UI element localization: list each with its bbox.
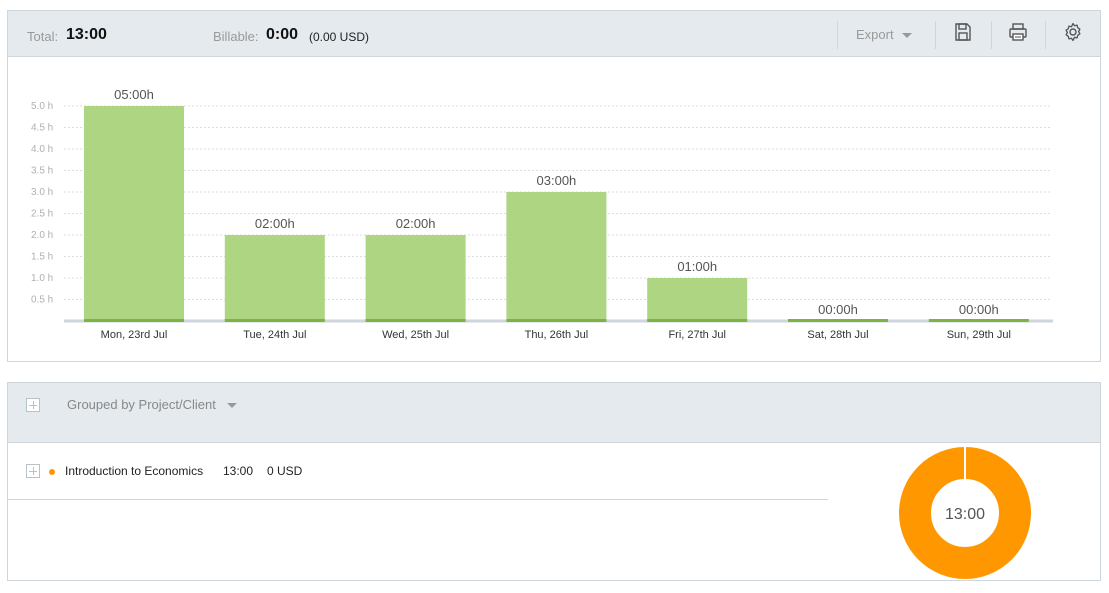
group-by-label: Grouped by Project/Client — [67, 397, 216, 412]
billable-amount: (0.00 USD) — [309, 30, 370, 44]
bar-value-label: 02:00h — [255, 216, 295, 231]
billable-label: Billable: — [213, 29, 259, 44]
bar-base — [506, 319, 607, 322]
x-tick-label: Sat, 28th Jul — [807, 329, 868, 341]
x-tick-label: Tue, 24th Jul — [243, 329, 306, 341]
chevron-down-icon — [226, 403, 237, 409]
toolbar-separator — [991, 21, 992, 49]
bar-base — [84, 319, 184, 322]
y-tick-label: 2.0 h — [31, 230, 53, 241]
project-name[interactable]: Introduction to Economics — [65, 464, 204, 478]
bar-base — [365, 319, 466, 322]
project-amount: 0 USD — [267, 464, 303, 478]
export-button[interactable]: Export — [856, 27, 912, 42]
y-tick-label: 2.5 h — [31, 209, 53, 220]
row-divider — [8, 499, 828, 500]
x-tick-label: Sun, 29th Jul — [947, 329, 1011, 341]
grouped-header: Grouped by Project/Client — [8, 383, 1100, 443]
bar-base — [788, 319, 888, 322]
y-tick-label: 4.0 h — [31, 144, 53, 155]
y-tick-label: 4.5 h — [31, 123, 53, 134]
save-icon[interactable] — [953, 22, 973, 42]
donut-center-label: 13:00 — [945, 506, 985, 523]
grouped-panel: Grouped by Project/Client Introduction t… — [7, 382, 1101, 581]
project-duration: 13:00 — [223, 464, 254, 478]
toolbar-separator — [935, 21, 936, 49]
bar-value-label: 00:00h — [959, 302, 999, 317]
project-donut-chart: 13:00 — [899, 446, 1031, 579]
toolbar-separator — [1045, 21, 1046, 49]
bar — [84, 106, 184, 321]
bar-value-label: 01:00h — [677, 259, 717, 274]
bar-base — [928, 319, 1029, 322]
expand-row-icon[interactable] — [26, 464, 40, 478]
billable-value: 0:00 — [266, 26, 299, 43]
x-tick-label: Fri, 27th Jul — [668, 329, 725, 341]
total-value: 13:00 — [66, 26, 107, 43]
project-color-dot — [49, 469, 55, 475]
x-tick-label: Mon, 23rd Jul — [101, 329, 168, 341]
bar — [647, 278, 748, 321]
total-label: Total: — [27, 29, 59, 44]
y-tick-label: 5.0 h — [31, 101, 53, 112]
bar-base — [647, 319, 748, 322]
print-icon[interactable] — [1008, 22, 1028, 42]
toolbar-separator — [837, 21, 838, 49]
expand-all-icon[interactable] — [26, 398, 40, 412]
y-tick-label: 1.5 h — [31, 252, 53, 263]
summary-header: Total: 13:00 Billable: 0:00 (0.00 USD) E… — [8, 11, 1100, 57]
group-by-dropdown[interactable]: Grouped by Project/Client — [67, 397, 237, 412]
bar-value-label: 02:00h — [396, 216, 436, 231]
bar-value-label: 00:00h — [818, 302, 858, 317]
bar-value-label: 03:00h — [537, 173, 577, 188]
gear-icon[interactable] — [1063, 22, 1083, 42]
daily-hours-bar-chart: 0.5 h 1.0 h 1.5 h 2.0 h 2.5 h 3.0 h 3.5 h 4.0 h… — [31, 87, 1053, 341]
y-tick-label: 0.5 h — [31, 295, 53, 306]
bar — [365, 235, 466, 321]
y-tick-label: 3.5 h — [31, 166, 53, 177]
export-label: Export — [856, 27, 894, 42]
x-tick-label: Thu, 26th Jul — [525, 329, 589, 341]
chevron-down-icon — [901, 33, 912, 39]
bar — [506, 192, 607, 321]
bar — [224, 235, 325, 321]
x-tick-label: Wed, 25th Jul — [382, 329, 449, 341]
bar-base — [224, 319, 325, 322]
y-tick-label: 3.0 h — [31, 187, 53, 198]
bar-value-label: 05:00h — [114, 87, 154, 102]
y-tick-label: 1.0 h — [31, 273, 53, 284]
summary-panel: Total: 13:00 Billable: 0:00 (0.00 USD) E… — [7, 10, 1101, 362]
